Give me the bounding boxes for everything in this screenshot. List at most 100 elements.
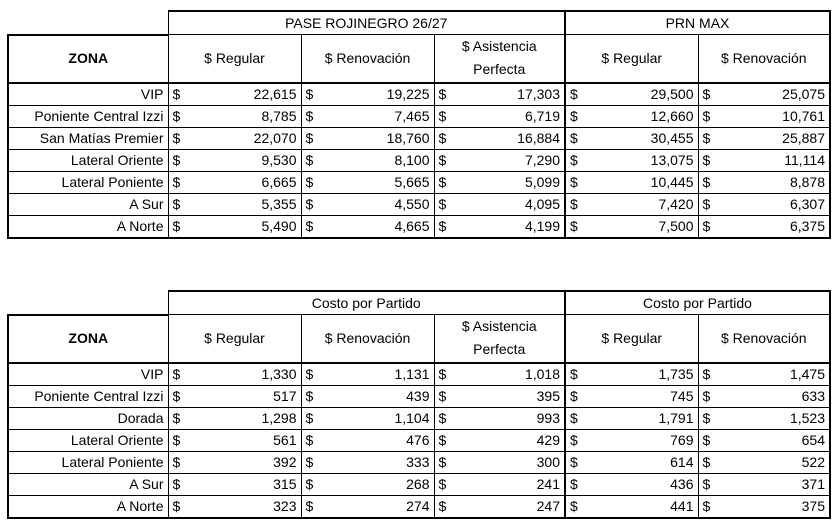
amount: 7,465: [394, 108, 430, 124]
value-cell: $1,330: [167, 362, 302, 386]
amount: 268: [406, 476, 430, 492]
price-table: PASE ROJINEGRO 26/27 PRN MAX ZONA $ Regular…: [7, 10, 831, 239]
value-cell: $17,303: [433, 82, 566, 106]
value-cell: $268: [300, 472, 435, 496]
value-cell: $561: [167, 428, 302, 452]
currency: $: [172, 432, 181, 448]
value-wrap: $7,290: [439, 152, 561, 168]
currency: $: [172, 108, 181, 124]
column-header: $ Renovación: [300, 314, 435, 364]
data-row: Dorada $1,298 $1,104 $993 $1,791 $1,523: [7, 406, 831, 430]
currency: $: [570, 498, 578, 514]
zone-name: Poniente Central Izzi: [7, 384, 169, 408]
value-wrap: $22,070: [173, 130, 297, 146]
currency: $: [172, 130, 181, 146]
amount: 5,355: [261, 196, 297, 212]
value-wrap: $1,298: [173, 410, 297, 426]
currency: $: [438, 86, 447, 102]
value-cell: $4,095: [433, 192, 566, 216]
value-cell: $1,131: [300, 362, 435, 386]
value-cell: $29,500: [564, 82, 699, 106]
value-wrap: $6,665: [173, 174, 297, 190]
value-wrap: $4,665: [306, 218, 430, 234]
value-wrap: $1,475: [703, 366, 826, 382]
value-wrap: $8,878: [703, 174, 826, 190]
amount: 5,665: [394, 174, 430, 190]
zone-name: A Sur: [7, 192, 169, 216]
value-wrap: $6,307: [703, 196, 826, 212]
amount: 5,490: [261, 218, 297, 234]
value-cell: $441: [564, 494, 699, 519]
value-cell: $274: [300, 494, 435, 519]
value-cell: $522: [697, 450, 831, 474]
currency: $: [172, 388, 181, 404]
currency: $: [172, 498, 181, 514]
empty-cell: [8, 291, 168, 316]
value-wrap: $5,099: [439, 174, 561, 190]
value-cell: $10,761: [697, 104, 831, 128]
currency: $: [305, 410, 314, 426]
zone-name: Lateral Oriente: [7, 428, 169, 452]
value-cell: $375: [697, 494, 831, 519]
zone-name: Poniente Central Izzi: [7, 104, 169, 128]
value-wrap: $315: [173, 476, 297, 492]
zone-name: Lateral Poniente: [7, 170, 169, 194]
currency: $: [570, 454, 578, 470]
value-wrap: $439: [306, 388, 430, 404]
value-cell: $8,878: [697, 170, 831, 194]
amount: 439: [406, 388, 430, 404]
currency: $: [305, 86, 314, 102]
value-cell: $13,075: [564, 148, 699, 172]
value-cell: $8,785: [167, 104, 302, 128]
currency: $: [305, 432, 314, 448]
value-cell: $439: [300, 384, 435, 408]
value-cell: $4,550: [300, 192, 435, 216]
currency: $: [438, 476, 447, 492]
value-cell: $769: [564, 428, 699, 452]
currency: $: [305, 130, 314, 146]
value-wrap: $561: [173, 432, 297, 448]
amount: 10,761: [782, 108, 825, 124]
value-cell: $315: [167, 472, 302, 496]
data-row: VIP $22,615 $19,225 $17,303 $29,500 $25,075: [7, 82, 831, 106]
amount: 25,887: [782, 130, 825, 146]
currency: $: [305, 174, 314, 190]
value-wrap: $441: [570, 498, 694, 514]
value-cell: $5,355: [167, 192, 302, 216]
value-cell: $30,455: [564, 126, 699, 150]
zone-name: Lateral Oriente: [7, 148, 169, 172]
value-cell: $22,615: [167, 82, 302, 106]
value-wrap: $4,550: [306, 196, 430, 212]
zone-name: VIP: [7, 362, 169, 386]
currency: $: [570, 108, 578, 124]
value-wrap: $6,375: [703, 218, 826, 234]
data-row: Poniente Central Izzi $517 $439 $395 $745 $63…: [7, 384, 831, 408]
data-row: Poniente Central Izzi $8,785 $7,465 $6,719 $…: [7, 104, 831, 128]
value-wrap: $10,761: [703, 108, 826, 124]
amount: 1,298: [261, 410, 297, 426]
currency: $: [305, 196, 314, 212]
value-wrap: $247: [439, 498, 561, 514]
value-cell: $247: [433, 494, 566, 519]
amount: 12,660: [650, 108, 694, 124]
zone-name: San Matías Premier: [7, 126, 169, 150]
data-row: Lateral Oriente $9,530 $8,100 $7,290 $13,075…: [7, 148, 831, 172]
currency: $: [702, 410, 711, 426]
cost-table: Costo por Partido Costo por Partido ZONA $ …: [7, 290, 831, 519]
currency: $: [570, 218, 578, 234]
value-cell: $429: [433, 428, 566, 452]
value-wrap: $333: [306, 454, 430, 470]
value-wrap: $17,303: [439, 86, 561, 102]
amount: 1,330: [261, 366, 297, 382]
value-wrap: $1,131: [306, 366, 430, 382]
amount: 1,131: [394, 366, 430, 382]
currency: $: [702, 130, 711, 146]
amount: 9,530: [261, 152, 297, 168]
value-wrap: $5,355: [173, 196, 297, 212]
value-cell: $241: [433, 472, 566, 496]
currency: $: [570, 432, 578, 448]
amount: 241: [536, 476, 560, 492]
value-cell: $1,298: [167, 406, 302, 430]
value-cell: $1,104: [300, 406, 435, 430]
amount: 614: [670, 454, 694, 470]
